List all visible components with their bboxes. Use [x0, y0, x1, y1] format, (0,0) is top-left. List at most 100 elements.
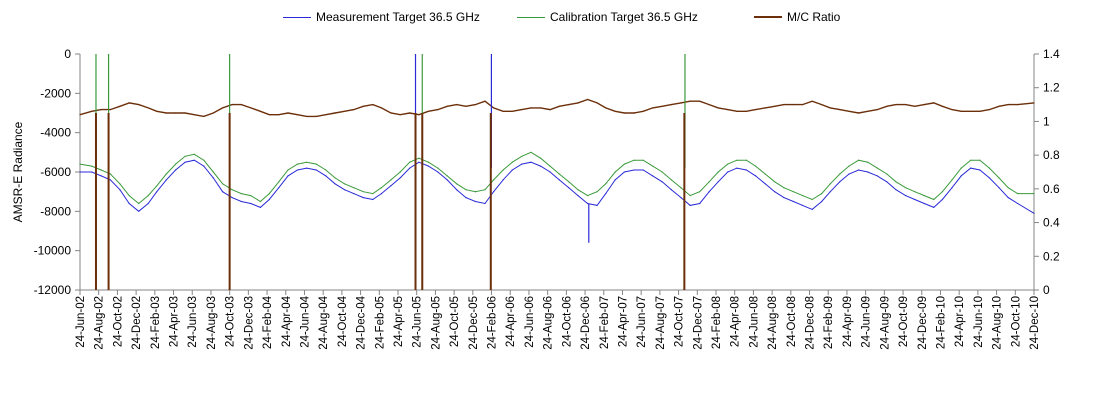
legend-item-measurement: Measurement Target 36.5 GHz [283, 10, 480, 24]
data-point-measurement [614, 179, 616, 181]
data-point-calibration [858, 159, 860, 161]
data-point-mc-ratio [623, 112, 626, 114]
y-tick-label-left: -4000 [40, 126, 71, 140]
data-point-calibration [203, 159, 205, 161]
data-point-mc-ratio [727, 109, 729, 111]
data-point-calibration [91, 165, 93, 167]
data-point-calibration [623, 163, 626, 165]
data-point-calibration [1033, 193, 1035, 195]
x-tick-label: 24-Dec-09 [917, 296, 929, 350]
data-point-measurement [446, 179, 448, 181]
x-tick-label: 24-Jun-06 [524, 296, 536, 348]
data-point-measurement [745, 169, 748, 171]
data-point-measurement [960, 175, 962, 177]
data-point-calibration [119, 183, 121, 185]
data-point-mc-ratio [717, 107, 719, 109]
data-point-mc-ratio [886, 105, 888, 107]
data-point-mc-ratio [259, 110, 261, 112]
data-point-calibration [652, 165, 654, 167]
x-tick-label: 24-Apr-10 [954, 296, 966, 347]
data-point-mc-ratio [755, 109, 757, 111]
data-point-calibration [699, 191, 701, 193]
data-point-measurement [437, 171, 439, 173]
data-point-calibration [231, 189, 233, 191]
data-point-mc-ratio [353, 109, 355, 111]
data-point-measurement [353, 193, 355, 195]
data-point-mc-ratio [876, 109, 878, 111]
legend-swatch-measurement [283, 16, 311, 18]
data-point-mc-ratio [427, 110, 429, 112]
data-point-measurement [530, 161, 532, 163]
y-axis-title-left: AMSR-E Radiance [11, 121, 25, 222]
data-point-mc-ratio [745, 110, 748, 112]
data-point-calibration [605, 183, 607, 185]
data-point-measurement [558, 179, 560, 181]
data-point-calibration [802, 195, 804, 197]
data-point-measurement [306, 167, 308, 169]
x-tick-label: 24-Jun-03 [187, 296, 199, 348]
data-point-measurement [839, 181, 841, 183]
data-point-calibration [755, 165, 757, 167]
data-point-calibration [165, 173, 167, 175]
data-point-measurement [661, 181, 663, 183]
data-point-mc-ratio [91, 110, 93, 112]
y-tick-label-right: 0.6 [1043, 182, 1060, 196]
data-point-measurement [858, 169, 860, 171]
data-point-measurement [250, 202, 252, 205]
data-point-mc-ratio [138, 104, 140, 106]
data-point-calibration [511, 161, 513, 163]
data-point-calibration [390, 179, 392, 181]
data-point-measurement [278, 187, 280, 189]
data-point-calibration [484, 189, 486, 191]
data-point-measurement [680, 197, 682, 199]
data-point-measurement [699, 202, 701, 205]
data-point-measurement [876, 175, 878, 177]
data-point-measurement [100, 175, 102, 177]
y-tick-label-right: 1.2 [1043, 81, 1060, 95]
legend-item-mc-ratio: M/C Ratio [754, 10, 840, 24]
data-point-calibration [128, 195, 130, 197]
x-tick-label: 24-Oct-10 [1010, 296, 1022, 347]
data-point-mc-ratio [811, 100, 813, 102]
data-point-measurement [109, 179, 111, 181]
data-point-calibration [979, 159, 981, 161]
data-point-measurement [372, 198, 374, 201]
x-tick-label: 24-Oct-06 [561, 296, 573, 347]
data-point-calibration [334, 177, 336, 179]
data-point-measurement [717, 181, 719, 183]
data-point-measurement [802, 204, 804, 206]
x-tick-label: 24-Aug-04 [318, 295, 330, 349]
data-point-mc-ratio [493, 107, 495, 109]
data-point-measurement [905, 195, 907, 197]
data-point-mc-ratio [596, 102, 598, 104]
data-point-mc-ratio [568, 104, 570, 106]
data-point-calibration [456, 183, 458, 185]
x-tick-label: 24-Feb-03 [150, 296, 162, 349]
data-point-mc-ratio [933, 102, 935, 104]
data-point-calibration [642, 159, 644, 161]
x-tick-label: 24-Jun-07 [636, 296, 648, 348]
data-point-measurement [231, 197, 233, 199]
data-point-measurement [156, 191, 158, 193]
data-point-mc-ratio [605, 107, 607, 109]
data-point-calibration [1007, 187, 1009, 189]
data-point-measurement [240, 200, 242, 203]
data-point-measurement [128, 202, 130, 205]
data-point-measurement [484, 202, 486, 205]
data-point-calibration [109, 173, 111, 175]
data-point-calibration [821, 193, 823, 195]
data-point-mc-ratio [914, 105, 916, 107]
data-point-calibration [933, 198, 935, 201]
data-point-mc-ratio [193, 114, 195, 116]
data-point-mc-ratio [484, 100, 486, 102]
x-tick-label: 24-Aug-08 [767, 296, 779, 350]
x-tick-label: 24-Apr-06 [505, 296, 517, 347]
data-point-calibration [222, 183, 224, 185]
data-point-calibration [325, 169, 327, 171]
data-point-mc-ratio [661, 105, 663, 107]
data-point-measurement [549, 171, 551, 173]
data-point-measurement [147, 202, 149, 205]
y-tick-label-right: 1 [1043, 114, 1050, 128]
data-point-mc-ratio [895, 104, 897, 106]
data-point-calibration [914, 191, 916, 193]
